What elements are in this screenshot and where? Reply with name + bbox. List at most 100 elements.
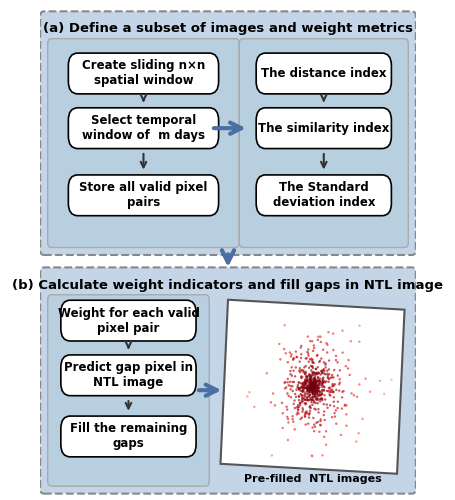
Point: [311, 378, 318, 386]
Point: [320, 384, 328, 392]
Point: [303, 382, 310, 390]
Point: [309, 396, 316, 404]
Point: [301, 410, 308, 418]
Point: [317, 338, 324, 346]
Point: [354, 429, 362, 437]
Point: [310, 384, 318, 392]
Point: [309, 382, 316, 390]
Point: [314, 388, 321, 396]
Text: Create sliding n×n
spatial window: Create sliding n×n spatial window: [82, 60, 205, 88]
Point: [322, 400, 329, 408]
Point: [310, 374, 318, 382]
Point: [301, 380, 308, 388]
Point: [308, 381, 315, 389]
Point: [312, 370, 319, 378]
Point: [291, 390, 298, 398]
Point: [306, 374, 313, 382]
Point: [308, 388, 316, 396]
Point: [353, 393, 360, 401]
Point: [313, 392, 320, 400]
Point: [301, 396, 308, 404]
Point: [308, 337, 315, 345]
Point: [303, 376, 310, 384]
Point: [295, 384, 302, 392]
Point: [308, 385, 315, 393]
Point: [295, 378, 302, 386]
Point: [288, 387, 296, 395]
Point: [297, 342, 304, 350]
Point: [307, 383, 314, 391]
Point: [318, 390, 325, 398]
Point: [330, 366, 337, 374]
Point: [330, 409, 338, 417]
Point: [309, 382, 316, 390]
Point: [298, 387, 305, 395]
Point: [307, 404, 314, 412]
Point: [289, 356, 296, 364]
Point: [312, 386, 319, 394]
Point: [310, 404, 317, 412]
Point: [307, 375, 314, 383]
Point: [314, 332, 321, 340]
Point: [306, 378, 313, 386]
Point: [307, 380, 314, 388]
Point: [282, 384, 289, 392]
Point: [305, 414, 312, 422]
Point: [308, 382, 315, 390]
Point: [308, 384, 315, 392]
Point: [309, 382, 316, 390]
Point: [309, 370, 316, 378]
Point: [306, 402, 313, 410]
Point: [297, 350, 304, 358]
Point: [292, 348, 299, 356]
Point: [308, 384, 315, 392]
Point: [306, 384, 313, 392]
Point: [304, 396, 312, 404]
Point: [304, 389, 312, 397]
Point: [310, 368, 317, 376]
Point: [314, 377, 322, 385]
Point: [310, 380, 317, 388]
Point: [311, 382, 318, 390]
Point: [319, 377, 326, 385]
Point: [308, 382, 316, 390]
Point: [310, 392, 318, 400]
Point: [311, 380, 318, 388]
Point: [278, 409, 286, 417]
Point: [308, 383, 315, 391]
Point: [304, 384, 311, 392]
Point: [316, 421, 324, 429]
Point: [308, 371, 315, 379]
Point: [298, 392, 306, 400]
Point: [298, 373, 305, 381]
Point: [311, 370, 318, 378]
Point: [309, 384, 317, 392]
Point: [301, 370, 308, 378]
Point: [294, 384, 302, 392]
Point: [355, 338, 362, 346]
Point: [332, 356, 339, 364]
Point: [313, 418, 321, 426]
Point: [311, 369, 318, 377]
Point: [293, 353, 300, 361]
Point: [306, 388, 313, 396]
Point: [308, 383, 316, 391]
Point: [309, 382, 316, 390]
Point: [298, 398, 305, 406]
Point: [317, 367, 324, 375]
Point: [315, 358, 322, 366]
Point: [316, 378, 324, 386]
Point: [344, 356, 351, 364]
Point: [313, 352, 320, 360]
Point: [318, 367, 325, 375]
Point: [298, 404, 306, 412]
Point: [303, 386, 311, 394]
Text: Store all valid pixel
pairs: Store all valid pixel pairs: [79, 182, 207, 210]
Point: [311, 384, 318, 392]
Point: [306, 384, 313, 392]
Point: [308, 384, 315, 392]
Point: [298, 406, 306, 414]
Point: [308, 384, 315, 392]
Point: [263, 370, 270, 378]
Point: [303, 410, 310, 418]
